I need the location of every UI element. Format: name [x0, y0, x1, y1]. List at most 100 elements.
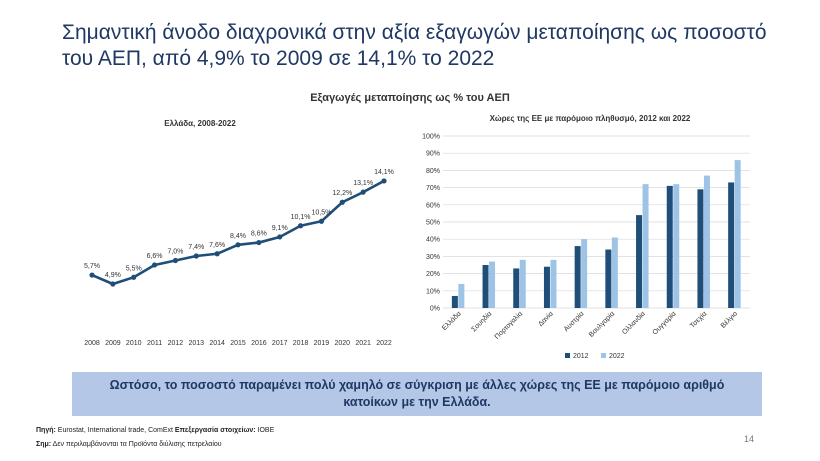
- x-tick-label: 2011: [147, 340, 162, 347]
- line-point: [297, 223, 304, 229]
- y-tick-label: 100%: [422, 134, 440, 141]
- legend-label: 2022: [609, 353, 625, 360]
- line-point: [172, 257, 179, 264]
- line-data-label: 8,6%: [251, 231, 267, 238]
- bar-2022: [734, 160, 741, 308]
- y-tick-label: 0%: [430, 306, 440, 313]
- line-chart-greece: Ελλάδα, 2008-2022 5,7% 2008 4,9% 2009 5,5% 20…: [84, 119, 394, 347]
- line-data-label: 14,1%: [374, 169, 394, 176]
- x-tick-label: 2018: [293, 340, 309, 347]
- line-point: [131, 274, 137, 280]
- line-data-label: 7,6%: [209, 242, 225, 249]
- line-data-label: 6,6%: [147, 253, 163, 260]
- conclusion-banner: Ωστόσο, το ποσοστό παραμένει πολύ χαμηλό…: [72, 372, 762, 416]
- bar-2022: [519, 259, 526, 308]
- bar-2012: [697, 189, 704, 308]
- x-category-label: Βέλγιο: [719, 310, 739, 330]
- line-point: [214, 251, 220, 257]
- line-data-label: 9,1%: [272, 225, 288, 232]
- line-data-label: 4,9%: [105, 272, 121, 279]
- line-data-label: 13,1%: [353, 180, 373, 187]
- x-tick-label: 2021: [355, 340, 371, 347]
- x-tick-label: 2010: [126, 340, 142, 347]
- line-point: [277, 234, 283, 240]
- x-tick-label: 2009: [105, 340, 121, 347]
- bar-2012: [513, 268, 520, 308]
- line-data-label: 7,4%: [188, 244, 204, 251]
- line-data-label: 10,5%: [311, 209, 331, 216]
- bar-2012: [451, 295, 458, 308]
- figure-subtitle: Εξαγωγές μεταποίησης ως % του ΑΕΠ: [310, 92, 510, 104]
- x-category-label: Αυστρία: [562, 310, 585, 333]
- legend-swatch-2012: [565, 353, 570, 358]
- y-tick-label: 50%: [426, 220, 440, 227]
- x-tick-label: 2017: [272, 340, 288, 347]
- line-point: [318, 218, 325, 224]
- page-title: Σημαντική άνοδο διαχρονικά στην αξία εξα…: [62, 21, 767, 70]
- legend-swatch-2022: [601, 353, 606, 358]
- y-tick-label: 20%: [426, 271, 440, 278]
- note-text: Δεν περιλαμβάνονται τα Προϊόντα διύλισης…: [51, 441, 222, 448]
- line-point: [151, 262, 158, 268]
- line-point: [256, 239, 262, 246]
- bar-2022: [581, 239, 588, 308]
- bar-2022: [489, 261, 496, 308]
- x-category-label: Ελλάδα: [440, 310, 462, 332]
- y-tick-label: 10%: [426, 288, 440, 295]
- line-point: [381, 178, 387, 184]
- source-text: Eurostat, International trade, ComExt: [55, 427, 175, 434]
- line-chart-title: Ελλάδα, 2008-2022: [164, 119, 236, 128]
- line-data-label: 12,2%: [332, 190, 352, 197]
- bar-2012: [574, 246, 581, 308]
- x-category-label: Δανία: [537, 310, 555, 328]
- x-tick-label: 2022: [376, 340, 392, 347]
- x-category-label: Ολλανδία: [621, 310, 647, 336]
- line-point: [89, 272, 95, 278]
- x-tick-label: 2013: [188, 340, 204, 347]
- y-tick-label: 90%: [426, 151, 440, 158]
- x-category-label: Βουλγαρία: [587, 310, 616, 339]
- bar-2012: [636, 215, 643, 308]
- y-tick-label: 70%: [426, 185, 440, 192]
- line-point: [110, 281, 116, 287]
- footnote: Σημ: Δεν περιλαμβάνονται τα Προϊόντα διύ…: [36, 441, 222, 448]
- x-tick-label: 2014: [209, 340, 225, 347]
- bar-2012: [605, 249, 612, 308]
- bar-2012: [543, 266, 550, 308]
- bar-chart-eu-countries: Χώρες της ΕΕ με παρόμοιο πληθυσμό, 2012 …: [422, 114, 750, 360]
- x-tick-label: 2015: [230, 340, 246, 347]
- x-tick-label: 2008: [84, 340, 100, 347]
- y-tick-label: 30%: [426, 254, 440, 261]
- bar-2022: [642, 184, 649, 308]
- page-number: 14: [743, 434, 754, 444]
- x-category-label: Σουηδία: [470, 310, 494, 334]
- x-tick-label: 2016: [251, 340, 267, 347]
- x-category-label: Τσεχία: [688, 310, 708, 330]
- legend-label: 2012: [573, 353, 589, 360]
- processing-text: ΙΟΒΕ: [255, 427, 275, 434]
- bar-chart-title: Χώρες της ΕΕ με παρόμοιο πληθυσμό, 2012 …: [490, 114, 691, 123]
- y-tick-label: 80%: [426, 168, 440, 175]
- source-label: Πηγή:: [36, 427, 56, 434]
- bar-2022: [673, 184, 680, 308]
- bar-2022: [703, 175, 710, 308]
- line-point: [235, 242, 241, 248]
- processing-label: Επεξεργασία στοιχείων:: [174, 427, 256, 434]
- y-tick-label: 40%: [426, 237, 440, 244]
- line-data-label: 5,7%: [84, 263, 100, 270]
- line-point: [193, 253, 199, 259]
- note-label: Σημ:: [36, 441, 52, 448]
- bar-2022: [550, 259, 557, 308]
- bar-2012: [482, 265, 489, 308]
- y-tick-label: 60%: [426, 202, 440, 209]
- line-point: [360, 189, 366, 195]
- bar-2012: [728, 182, 735, 308]
- line-data-label: 7,0%: [167, 248, 183, 255]
- line-data-label: 5,5%: [126, 265, 142, 272]
- line-data-label: 8,4%: [230, 233, 246, 240]
- source-note: Πηγή: Eurostat, International trade, Com…: [36, 427, 274, 434]
- x-tick-label: 2019: [314, 340, 330, 347]
- x-category-label: Πορτογαλία: [493, 310, 524, 341]
- x-category-label: Ουγγαρία: [651, 310, 678, 337]
- line-point: [339, 199, 345, 205]
